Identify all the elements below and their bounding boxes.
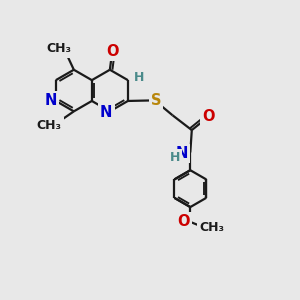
Text: CH₃: CH₃ [37,119,62,132]
Text: CH₃: CH₃ [46,42,71,56]
Text: S: S [151,93,161,108]
Text: O: O [178,214,190,230]
Text: N: N [176,146,188,161]
Text: CH₃: CH₃ [200,221,224,234]
Text: O: O [106,44,118,59]
Text: H: H [134,71,144,84]
Text: O: O [202,109,215,124]
Text: H: H [170,151,180,164]
Text: N: N [100,105,112,120]
Text: N: N [44,94,57,109]
